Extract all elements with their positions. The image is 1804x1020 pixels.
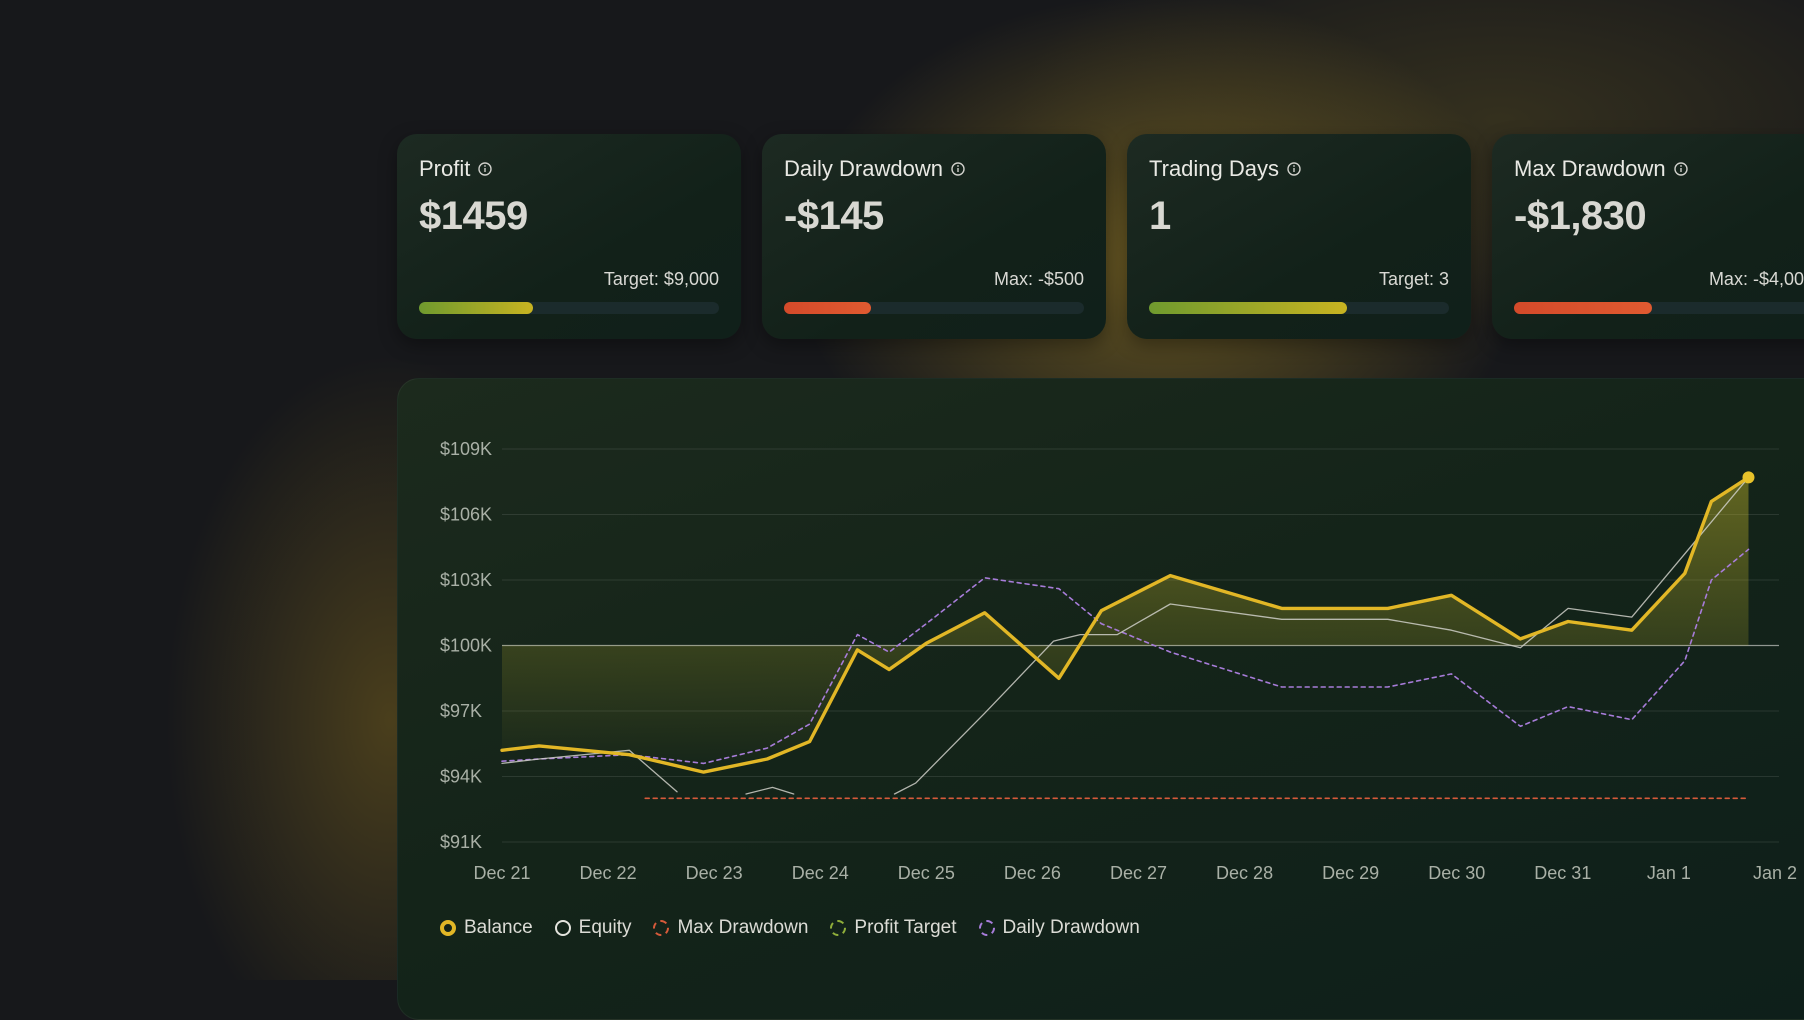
card-title-label: Trading Days <box>1149 156 1280 181</box>
card-value: $1459 <box>419 194 528 238</box>
card-target: Max: -$4,000 <box>1708 269 1804 289</box>
y-tick-label: $106K <box>440 505 492 525</box>
x-tick-label: Dec 24 <box>792 863 849 883</box>
progress-fill <box>1149 302 1347 314</box>
x-tick-label: Dec 31 <box>1534 863 1591 883</box>
legend-item-equity[interactable]: Equity <box>554 917 632 939</box>
daily-drawdown-line <box>501 548 1750 765</box>
trading-days-card: Trading Days 1 Target: 3 <box>1127 134 1471 339</box>
legend-item-balance[interactable]: Balance <box>440 917 533 939</box>
card-title-label: Profit <box>419 156 471 181</box>
max-drawdown-card: Max Drawdown -$1,830 Max: -$4,000 <box>1492 134 1804 339</box>
card-value: -$145 <box>784 194 884 238</box>
y-tick-label: $103K <box>440 570 492 590</box>
card-title-label: Daily Drawdown <box>784 156 943 181</box>
x-tick-label: Jan 2 <box>1753 863 1797 883</box>
balance-area <box>502 477 1749 773</box>
legend-label: Profit Target <box>854 917 957 938</box>
x-tick-label: Jan 1 <box>1647 863 1691 883</box>
legend-label: Max Drawdown <box>677 917 809 938</box>
y-tick-label: $97K <box>440 701 482 721</box>
progress-fill <box>784 302 871 314</box>
card-value: 1 <box>1149 194 1171 238</box>
equity-line <box>745 786 795 795</box>
profit-card: Profit $1459 Target: $9,000 <box>397 134 741 339</box>
card-target: Target: 3 <box>1378 269 1449 289</box>
daily-drawdown-card: Daily Drawdown -$145 Max: -$500 <box>762 134 1106 339</box>
legend-item-profit-target[interactable]: Profit Target <box>830 917 957 939</box>
x-tick-label: Dec 22 <box>580 863 637 883</box>
card-title: Max Drawdown <box>1514 156 1804 182</box>
x-tick-label: Dec 21 <box>473 863 530 883</box>
y-tick-label: $109K <box>440 439 492 459</box>
balance-line <box>500 475 1751 774</box>
card-title: Trading Days <box>1149 156 1449 182</box>
progress-track <box>1514 302 1804 314</box>
x-tick-label: Dec 28 <box>1216 863 1273 883</box>
x-tick-label: Dec 23 <box>686 863 743 883</box>
legend-label: Equity <box>578 917 632 938</box>
balance-swatch-icon <box>440 920 456 936</box>
card-target: Max: -$500 <box>993 269 1084 289</box>
balance-chart: $109K $106K $103K $100K $97K $94K $91K Dec 21 De… <box>440 439 1797 883</box>
legend-label: Balance <box>464 917 533 938</box>
legend-label: Daily Drawdown <box>1002 917 1140 938</box>
progress-track <box>784 302 1084 314</box>
equity-line <box>501 749 678 793</box>
y-tick-label: $91K <box>440 832 482 852</box>
balance-chart-panel: $109K $106K $103K $100K $97K $94K $91K Dec 21 De… <box>397 378 1804 1020</box>
y-tick-label: $100K <box>440 636 492 656</box>
profit-target-swatch-icon <box>830 920 847 936</box>
legend-item-max-drawdown[interactable]: Max Drawdown <box>653 917 808 939</box>
daily-drawdown-swatch-icon <box>978 920 995 936</box>
info-icon[interactable] <box>1673 162 1688 176</box>
progress-track <box>1149 302 1449 314</box>
balance-end-point <box>1742 471 1755 484</box>
x-tick-label: Dec 29 <box>1322 863 1379 883</box>
info-icon[interactable] <box>1287 162 1301 176</box>
card-title-label: Max Drawdown <box>1514 156 1666 181</box>
equity-swatch-icon <box>554 920 571 936</box>
progress-fill <box>419 302 533 314</box>
max-drawdown-swatch-icon <box>653 920 670 936</box>
equity-line <box>893 476 1750 795</box>
x-tick-label: Dec 27 <box>1110 863 1167 883</box>
card-value: -$1,830 <box>1514 194 1647 238</box>
x-tick-label: Dec 25 <box>898 863 955 883</box>
y-tick-label: $94K <box>440 767 482 787</box>
x-tick-label: Dec 26 <box>1004 863 1061 883</box>
info-icon[interactable] <box>951 162 965 176</box>
progress-track <box>419 302 719 314</box>
card-title: Daily Drawdown <box>784 156 1084 182</box>
progress-fill <box>1514 302 1652 314</box>
x-tick-label: Dec 30 <box>1428 863 1485 883</box>
chart-legend: Balance Equity Max Drawdown Profit Targe… <box>440 917 1140 939</box>
info-icon[interactable] <box>478 162 493 176</box>
legend-item-daily-drawdown[interactable]: Daily Drawdown <box>978 917 1140 939</box>
card-target: Target: $9,000 <box>603 269 719 289</box>
card-title: Profit <box>419 156 719 182</box>
